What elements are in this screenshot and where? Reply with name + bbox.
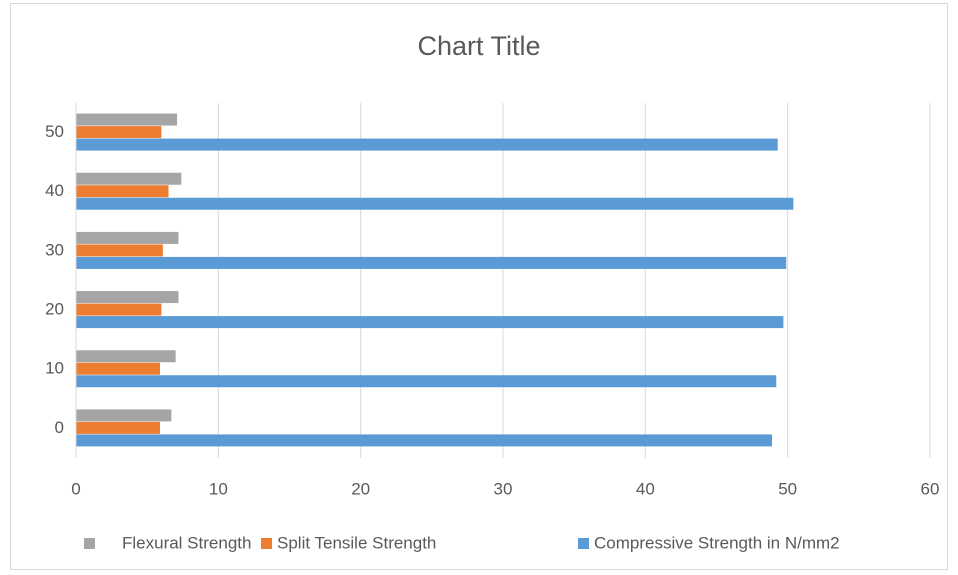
y-tick-label: 40 [45, 181, 64, 200]
x-tick-label: 60 [921, 479, 940, 498]
legend-swatch [578, 538, 589, 549]
bar [76, 350, 176, 363]
y-tick-label: 0 [55, 418, 64, 437]
bar [76, 138, 778, 151]
bar [76, 421, 160, 434]
x-tick-label: 10 [209, 479, 228, 498]
chart-title: Chart Title [417, 31, 540, 61]
bar [76, 434, 773, 447]
y-tick-label: 30 [45, 240, 64, 259]
legend-swatch [84, 538, 95, 549]
x-tick-label: 30 [494, 479, 513, 498]
bar [76, 126, 162, 139]
bar [76, 291, 179, 304]
chart-border [10, 3, 948, 570]
legend-swatch [261, 538, 272, 549]
legend-label: Flexural Strength [122, 533, 251, 552]
y-tick-label: 50 [45, 122, 64, 141]
bar [76, 231, 179, 244]
x-tick-label: 20 [351, 479, 370, 498]
bar [76, 375, 777, 388]
bar [76, 172, 182, 185]
bar [76, 316, 784, 329]
bar [76, 244, 163, 257]
x-tick-label: 40 [636, 479, 655, 498]
bar [76, 409, 172, 422]
bar [76, 197, 794, 210]
bar [76, 362, 160, 375]
bar [76, 256, 787, 269]
y-tick-label: 10 [45, 359, 64, 378]
bar [76, 185, 169, 198]
legend-label: Compressive Strength in N/mm2 [594, 533, 840, 552]
legend-label: Split Tensile Strength [277, 533, 436, 552]
bar [76, 303, 162, 316]
bar [76, 113, 178, 126]
x-tick-label: 50 [778, 479, 797, 498]
y-tick-label: 20 [45, 300, 64, 319]
x-tick-label: 0 [71, 479, 80, 498]
